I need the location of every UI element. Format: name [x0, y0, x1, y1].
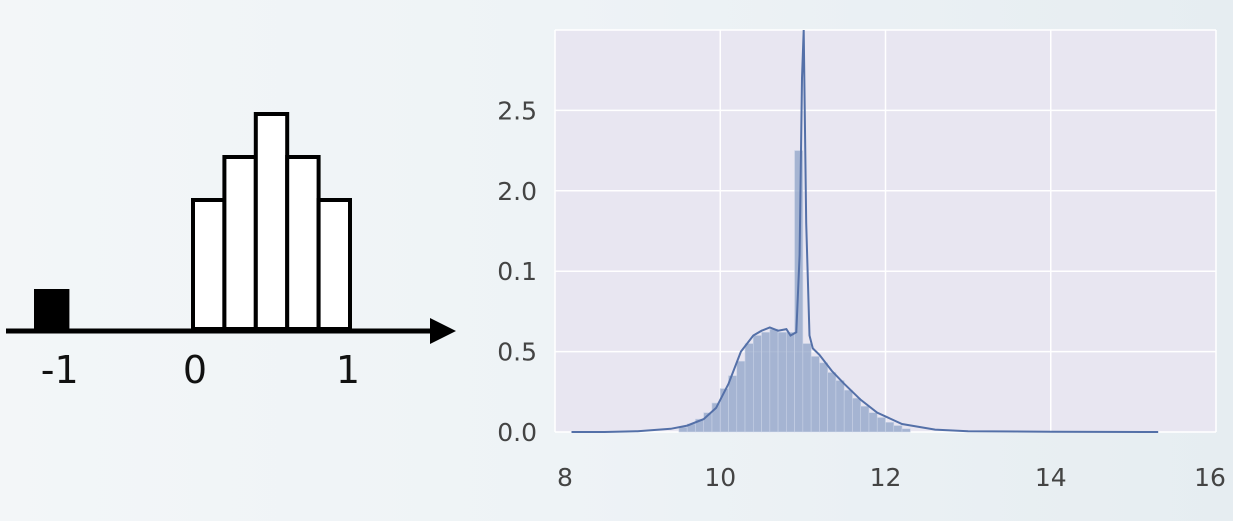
histogram-bar	[893, 425, 903, 433]
histogram-bar	[876, 417, 886, 433]
x-tick-label: 14	[1035, 463, 1067, 492]
x-tick-label: 16	[1194, 463, 1226, 492]
histogram-bar	[860, 405, 870, 433]
schematic-tick-labels: -1 0 1	[41, 348, 360, 392]
x-tick-label: 10	[704, 463, 736, 492]
histogram-bar	[761, 332, 771, 433]
y-tick-label: 0.0	[497, 418, 537, 447]
histogram-bar	[901, 428, 911, 433]
histogram-bar	[802, 343, 812, 433]
y-tick-label: 2.0	[497, 177, 537, 206]
histogram-bar	[819, 362, 828, 433]
number-line-arrowhead	[430, 318, 456, 344]
outline-bar	[253, 112, 290, 331]
histogram-bar	[719, 388, 729, 433]
histogram-bar	[835, 380, 845, 433]
histogram-bar	[885, 422, 895, 433]
histogram-bar	[728, 375, 738, 433]
histogram-bar	[752, 335, 762, 433]
kde-curve	[571, 29, 1159, 433]
histogram-bar	[736, 360, 746, 433]
outline-bar	[316, 198, 353, 331]
histogram-bar	[868, 412, 878, 433]
y-tick-label: 0.1	[497, 257, 537, 286]
filled-bar	[34, 289, 70, 331]
schematic-bars	[34, 112, 353, 331]
schematic-tick-label: 1	[336, 348, 360, 392]
outline-bar	[222, 155, 258, 331]
histogram-bar	[827, 372, 837, 433]
histogram-bar	[744, 343, 754, 433]
y-axis-tick-labels: 0.0 0.5 0.1 2.0 2.5	[497, 96, 537, 447]
schematic-tick-label: -1	[41, 348, 79, 392]
histogram-bar	[852, 397, 862, 433]
y-tick-label: 0.5	[497, 338, 537, 367]
distribution-plot: 0.0 0.5 0.1 2.0 2.5 8 10 12 14 16	[497, 29, 1226, 492]
x-tick-label: 12	[870, 463, 902, 492]
y-tick-label: 2.5	[497, 96, 537, 125]
outline-bar	[285, 155, 321, 331]
histogram-bar	[777, 332, 787, 433]
histogram-bar	[843, 389, 853, 433]
histogram-bar	[769, 328, 779, 433]
outline-bar	[191, 198, 227, 331]
schematic-histogram: -1 0 1	[6, 112, 456, 392]
schematic-tick-label: 0	[183, 348, 207, 392]
x-axis-tick-labels: 8 10 12 14 16	[557, 463, 1226, 492]
histogram-bar	[810, 356, 820, 433]
histogram-bar	[786, 332, 795, 433]
x-tick-label: 8	[557, 463, 573, 492]
